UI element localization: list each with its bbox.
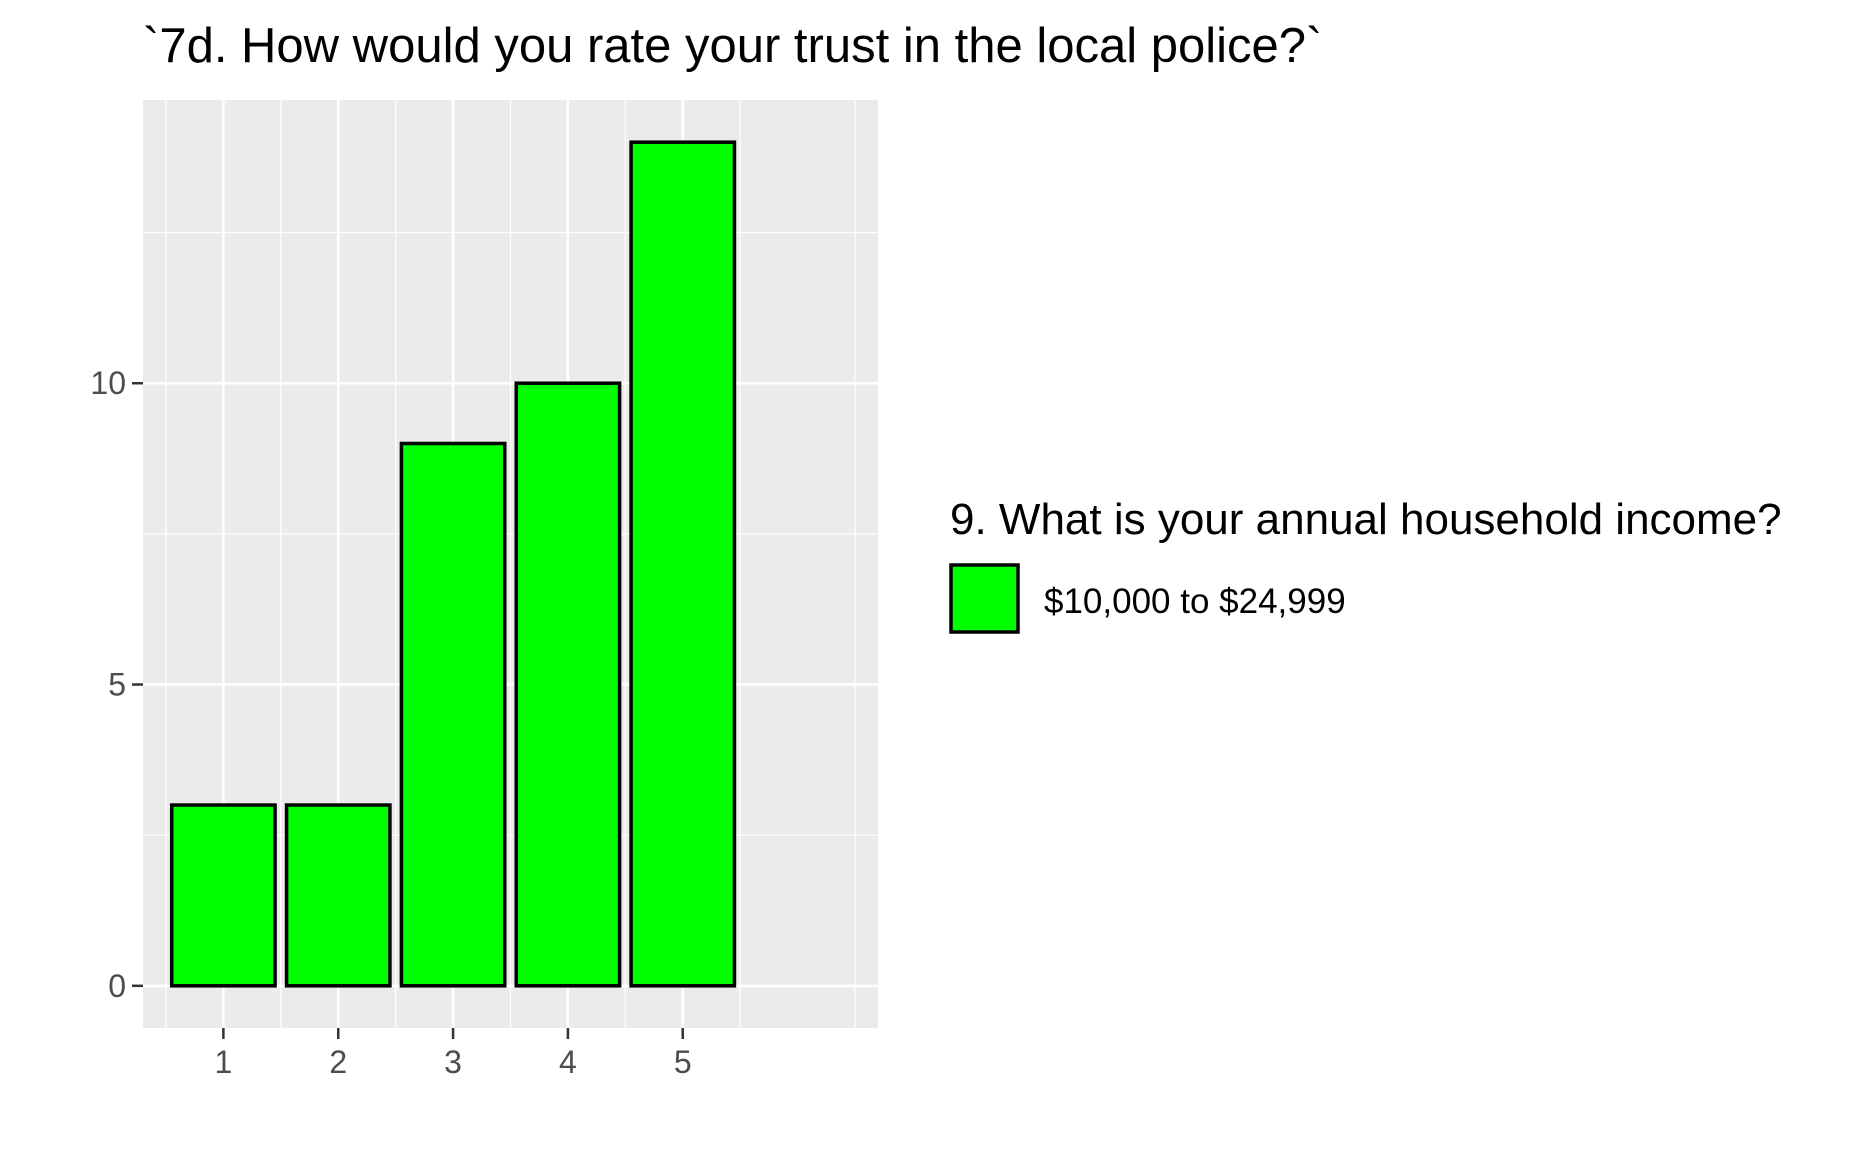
x-tick-label: 2 xyxy=(329,1044,347,1080)
grid-minor xyxy=(143,100,878,1028)
x-axis: 1 2 3 4 5 xyxy=(214,1028,692,1080)
legend: 9. What is your annual household income?… xyxy=(949,495,1782,634)
x-tick-label: 1 xyxy=(214,1044,232,1080)
y-tick-label: 0 xyxy=(108,968,126,1004)
bar-1 xyxy=(169,803,277,988)
legend-title: 9. What is your annual household income? xyxy=(950,495,1782,544)
bar-2 xyxy=(284,803,392,988)
x-tick-label: 4 xyxy=(559,1044,577,1080)
y-tick-label: 10 xyxy=(90,365,126,401)
bar-3 xyxy=(399,441,507,988)
x-tick-label: 3 xyxy=(444,1044,462,1080)
bar-5 xyxy=(629,140,737,988)
legend-label: $10,000 to $24,999 xyxy=(1044,582,1346,621)
x-tick-label: 5 xyxy=(674,1044,692,1080)
y-tick-label: 5 xyxy=(108,667,126,703)
bars xyxy=(169,140,737,988)
chart-title: `7d. How would you rate your trust in th… xyxy=(143,19,1322,73)
bar-4 xyxy=(514,381,622,988)
y-axis: 0 5 10 xyxy=(90,365,143,1004)
legend-key xyxy=(949,563,1020,634)
